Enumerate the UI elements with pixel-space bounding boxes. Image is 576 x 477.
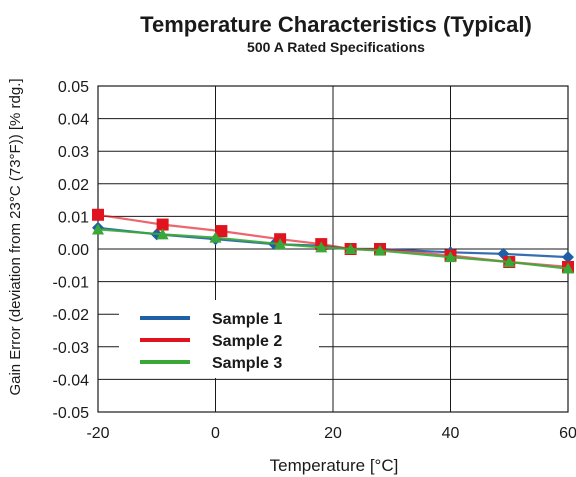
y-tick-label: -0.01	[53, 275, 90, 292]
axes: 0.05 0.04 0.03 0.02 0.01 0.00 -0.01 -0.02 -0.03 -…	[53, 79, 576, 442]
data-point-sample-2	[92, 208, 104, 221]
data-point-sample-2	[215, 225, 228, 238]
y-tick-label: 0.02	[58, 177, 89, 194]
data-point-sample-3	[156, 228, 169, 240]
data-point-sample-3	[344, 243, 357, 254]
data-point-sample-3	[209, 231, 222, 243]
legend-label-sample-2: Sample 2	[212, 333, 282, 350]
x-axis-label: Temperature [°C]	[270, 456, 399, 475]
legend-label-sample-1: Sample 1	[212, 311, 282, 328]
legend-label-sample-3: Sample 3	[212, 355, 282, 372]
data-point-sample-1	[562, 251, 574, 264]
plot-frame	[97, 85, 569, 413]
y-tick-label: 0.03	[58, 144, 89, 161]
y-tick-label: 0.04	[58, 112, 89, 129]
data-point-sample-3	[503, 256, 516, 268]
x-tick-label: 20	[324, 425, 342, 442]
data-point-sample-3	[92, 223, 104, 235]
chart-subtitle: 500 A Rated Specifications	[247, 39, 425, 55]
data-point-sample-3	[315, 241, 328, 253]
chart-title: Temperature Characteristics (Typical)	[140, 12, 532, 37]
y-tick-label: 0.00	[58, 242, 89, 259]
data-point-sample-3	[444, 251, 457, 263]
x-tick-label: 40	[442, 425, 460, 442]
y-axis-label: Gain Error (deviation from 23°C (73°F)) …	[7, 78, 24, 395]
data-point-sample-3	[274, 238, 287, 250]
data-point-sample-2	[156, 218, 169, 231]
series-line-sample-3	[97, 228, 569, 270]
y-tick-label: -0.04	[53, 372, 90, 389]
y-tick-label: 0.01	[58, 209, 89, 226]
data-point-sample-1	[497, 247, 510, 260]
data-point-sample-3	[374, 244, 386, 256]
y-tick-label: 0.05	[58, 79, 89, 96]
series-lines	[92, 208, 574, 274]
x-tick-label: 0	[211, 425, 220, 442]
legend: Sample 1 Sample 2 Sample 3	[119, 300, 319, 378]
x-tick-label: 60	[559, 425, 576, 442]
y-tick-label: -0.05	[53, 405, 90, 422]
data-point-sample-3	[562, 262, 574, 274]
y-tick-label: -0.03	[53, 340, 90, 357]
y-tick-label: -0.02	[53, 307, 90, 324]
x-tick-label: -20	[86, 425, 109, 442]
